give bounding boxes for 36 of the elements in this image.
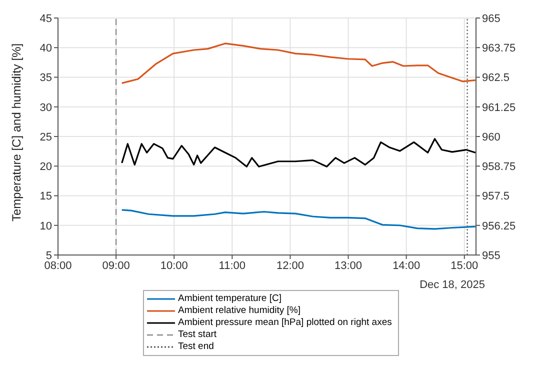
legend-label: Test start [178, 329, 217, 341]
y2-tick-label: 955 [482, 250, 500, 262]
line-series [121, 138, 476, 168]
y-tick-label: 25 [40, 131, 52, 144]
y-tick-label: 35 [40, 72, 52, 84]
line-series [121, 42, 476, 84]
x-tick-label: 15:00 [450, 260, 478, 272]
y2-tick-label: 961.25 [482, 102, 516, 114]
y2-tick-label: 960 [482, 131, 500, 144]
y2-tick-label: 957.5 [482, 190, 510, 203]
y-tick-label: 5 [46, 250, 52, 262]
x-tick-label: 08:00 [44, 260, 72, 272]
y-tick-label: 10 [40, 220, 52, 232]
line-series [121, 209, 476, 230]
y2-tick-label: 956.25 [482, 220, 516, 232]
x-tick-label: 13:00 [334, 260, 362, 272]
y-tick-label: 40 [40, 42, 52, 55]
y-tick-label: 15 [40, 190, 52, 203]
x-tick-label: 11:00 [218, 260, 246, 272]
legend-label: Ambient temperature [C] [178, 293, 282, 305]
legend-label: Test end [178, 341, 214, 353]
x-tick-label: 09:00 [102, 260, 130, 272]
y-tick-label: 45 [40, 12, 52, 25]
text: Dec 18, 2025 [420, 279, 485, 291]
x-tick-label: 14:00 [392, 260, 420, 272]
y2-tick-label: 965 [482, 12, 500, 25]
x-tick-label: 10:00 [160, 260, 188, 272]
legend-label: Ambient relative humidity [%] [178, 305, 300, 317]
y-axis-title: Temperature [C] and humidity [%] [9, 43, 24, 222]
y2-tick-label: 963.75 [482, 42, 516, 55]
y-tick-label: 30 [40, 102, 52, 114]
x-tick-label: 12:00 [276, 260, 304, 272]
y2-tick-label: 958.75 [482, 161, 516, 174]
y-tick-label: 20 [40, 161, 52, 174]
y2-tick-label: 962.5 [482, 72, 510, 84]
legend-label: Ambient pressure mean [hPa] plotted on right axes [178, 317, 392, 329]
